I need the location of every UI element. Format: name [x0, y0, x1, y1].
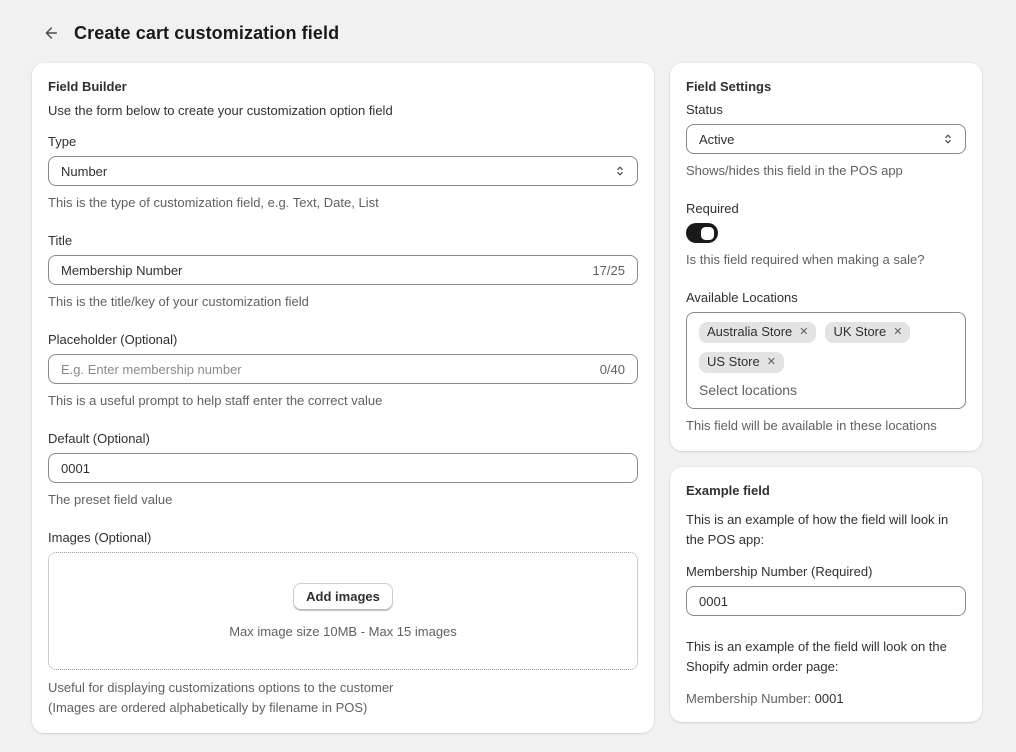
- required-help: Is this field required when making a sal…: [686, 252, 925, 267]
- right-column: Field Settings Status Active Shows/hides…: [670, 63, 982, 722]
- field-builder-card: Field Builder Use the form below to crea…: [32, 63, 654, 733]
- locations-tag-list: Australia Store ✕ UK Store ✕ US Store ✕: [699, 322, 953, 373]
- toggle-knob: [701, 226, 714, 240]
- example-admin-intro: This is an example of the field will loo…: [686, 639, 947, 674]
- images-label: Images (Optional): [48, 530, 152, 545]
- chevron-updown-icon: [613, 164, 627, 178]
- type-select[interactable]: Number: [48, 156, 638, 186]
- example-input-wrapper: [686, 586, 966, 616]
- page-content: Field Builder Use the form below to crea…: [0, 63, 1016, 733]
- images-help-line2: (Images are ordered alphabetically by fi…: [48, 700, 368, 715]
- type-help: This is the type of customization field,…: [48, 195, 379, 210]
- images-help-line1: Useful for displaying customizations opt…: [48, 680, 394, 695]
- default-help: The preset field value: [48, 492, 173, 507]
- required-group: Required Is this field required when mak…: [686, 201, 966, 269]
- images-dropzone[interactable]: Add images Max image size 10MB - Max 15 …: [48, 552, 638, 670]
- location-tag: UK Store ✕: [825, 322, 911, 343]
- placeholder-input-wrapper: 0/40: [48, 354, 638, 384]
- status-group: Status Active Shows/hides this field in …: [686, 102, 966, 180]
- example-field-title: Example field: [686, 483, 770, 498]
- type-label: Type: [48, 134, 77, 149]
- page-header: Create cart customization field: [0, 0, 1016, 63]
- example-pos-intro: This is an example of how the field will…: [686, 512, 949, 547]
- location-tag: Australia Store ✕: [699, 322, 817, 343]
- title-label: Title: [48, 233, 73, 248]
- locations-multiselect[interactable]: Australia Store ✕ UK Store ✕ US Store ✕: [686, 312, 966, 409]
- status-help: Shows/hides this field in the POS app: [686, 163, 903, 178]
- back-button[interactable]: [38, 21, 62, 45]
- field-builder-title: Field Builder: [48, 79, 127, 94]
- remove-tag-icon[interactable]: ✕: [766, 355, 776, 368]
- example-admin-value: 0001: [814, 691, 844, 706]
- locations-help: This field will be available in these lo…: [686, 418, 937, 433]
- required-label: Required: [686, 201, 739, 216]
- example-admin-line: Membership Number: 0001: [686, 691, 966, 706]
- default-input-wrapper: [48, 453, 638, 483]
- remove-tag-icon[interactable]: ✕: [893, 325, 903, 338]
- example-admin-label: Membership Number:: [686, 691, 811, 706]
- required-toggle[interactable]: [686, 223, 718, 243]
- locations-group: Available Locations Australia Store ✕ UK…: [686, 290, 966, 435]
- locations-placeholder: Select locations: [699, 382, 798, 398]
- left-column: Field Builder Use the form below to crea…: [32, 63, 654, 733]
- location-tag: US Store ✕: [699, 352, 784, 373]
- default-label: Default (Optional): [48, 431, 150, 446]
- location-tag-label: Australia Store: [707, 324, 793, 339]
- type-group: Type Number This is the type of customiz…: [48, 134, 638, 212]
- field-settings-title: Field Settings: [686, 79, 772, 94]
- location-tag-label: UK Store: [833, 324, 887, 339]
- location-tag-label: US Store: [707, 354, 760, 369]
- type-select-value: Number: [61, 163, 108, 179]
- example-input-label: Membership Number (Required): [686, 564, 873, 579]
- locations-label: Available Locations: [686, 290, 798, 305]
- placeholder-char-counter: 0/40: [599, 361, 625, 377]
- status-label: Status: [686, 102, 723, 117]
- status-select[interactable]: Active: [686, 124, 966, 154]
- example-field-card: Example field This is an example of how …: [670, 467, 982, 722]
- images-size-note: Max image size 10MB - Max 15 images: [229, 624, 457, 639]
- title-input[interactable]: [61, 262, 585, 278]
- chevron-updown-icon: [941, 132, 955, 146]
- default-group: Default (Optional) The preset field valu…: [48, 431, 638, 509]
- title-input-wrapper: 17/25: [48, 255, 638, 285]
- example-input-group: Membership Number (Required): [686, 564, 966, 616]
- field-builder-subtitle: Use the form below to create your custom…: [48, 103, 393, 118]
- images-group: Images (Optional) Add images Max image s…: [48, 530, 638, 717]
- title-char-counter: 17/25: [592, 262, 625, 278]
- placeholder-input[interactable]: [61, 361, 592, 377]
- arrow-left-icon: [41, 24, 59, 42]
- placeholder-label: Placeholder (Optional): [48, 332, 178, 347]
- placeholder-group: Placeholder (Optional) 0/40 This is a us…: [48, 332, 638, 410]
- page-title: Create cart customization field: [74, 22, 340, 43]
- title-group: Title 17/25 This is the title/key of you…: [48, 233, 638, 311]
- default-input[interactable]: [61, 460, 625, 476]
- example-input[interactable]: [699, 593, 953, 609]
- field-settings-card: Field Settings Status Active Shows/hides…: [670, 63, 982, 451]
- title-help: This is the title/key of your customizat…: [48, 294, 309, 309]
- status-select-value: Active: [699, 131, 735, 147]
- placeholder-help: This is a useful prompt to help staff en…: [48, 393, 383, 408]
- add-images-button[interactable]: Add images: [293, 583, 393, 611]
- remove-tag-icon[interactable]: ✕: [799, 325, 809, 338]
